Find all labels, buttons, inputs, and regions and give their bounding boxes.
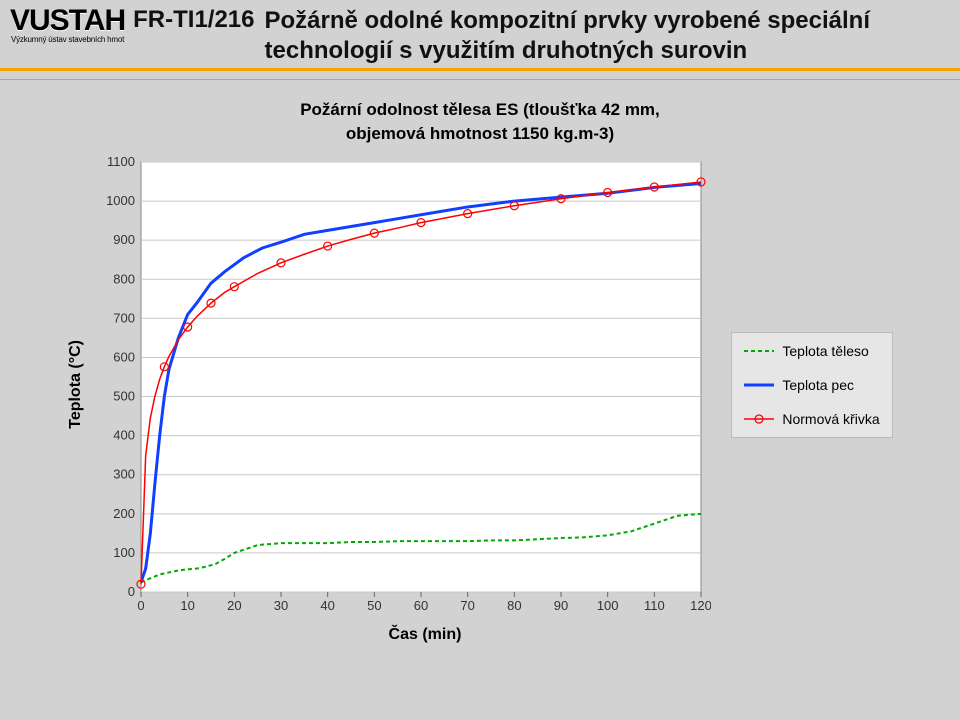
legend-swatch-teleso — [744, 345, 774, 357]
legend-label-teleso: Teplota těleso — [782, 343, 868, 359]
page-title: Požárně odolné kompozitní prvky vyrobené… — [265, 6, 870, 66]
svg-text:90: 90 — [554, 598, 568, 613]
svg-text:1100: 1100 — [107, 154, 135, 169]
legend-label-pec: Teplota pec — [782, 377, 854, 393]
chart-title: Požární odolnost tělesa ES (tloušťka 42 … — [20, 98, 940, 146]
x-axis-label: Čas (min) — [0, 626, 940, 644]
legend-item-pec: Teplota pec — [744, 377, 879, 393]
svg-text:0: 0 — [128, 584, 135, 599]
legend-item-teleso: Teplota těleso — [744, 343, 879, 359]
logo-subtitle: Výzkumný ústav stavebních hmot — [11, 36, 124, 44]
legend-label-normova: Normová křivka — [782, 411, 879, 427]
header: VUSTAH Výzkumný ústav stavebních hmot FR… — [0, 0, 960, 66]
svg-text:100: 100 — [114, 545, 136, 560]
svg-text:80: 80 — [507, 598, 521, 613]
svg-text:100: 100 — [597, 598, 619, 613]
svg-text:20: 20 — [227, 598, 241, 613]
title-row: FR-TI1/216 Požárně odolné kompozitní prv… — [133, 6, 950, 66]
svg-text:200: 200 — [114, 505, 136, 520]
chart-title-l2: objemová hmotnost 1150 kg.m-3) — [346, 124, 614, 143]
legend: Teplota těleso Teplota pec Normová křivka — [731, 332, 892, 438]
project-code: FR-TI1/216 — [133, 6, 254, 34]
plot-and-xaxis: 0 100 200 300 400 500 600 700 800 900 1000 1100 0 10 2… — [91, 152, 711, 618]
svg-text:60: 60 — [414, 598, 428, 613]
legend-item-normova: Normová křivka — [744, 411, 879, 427]
legend-swatch-normova — [744, 413, 774, 425]
svg-text:120: 120 — [691, 598, 712, 613]
chart-title-l1: Požární odolnost tělesa ES (tloušťka 42 … — [300, 100, 660, 119]
accent-rule — [0, 68, 960, 80]
svg-text:70: 70 — [461, 598, 475, 613]
logo-text: VUSTAH — [10, 6, 125, 36]
svg-text:300: 300 — [114, 466, 136, 481]
svg-text:0: 0 — [138, 598, 145, 613]
svg-text:110: 110 — [644, 598, 665, 613]
svg-text:400: 400 — [114, 427, 136, 442]
svg-text:900: 900 — [114, 232, 136, 247]
svg-text:30: 30 — [274, 598, 288, 613]
svg-text:50: 50 — [367, 598, 381, 613]
svg-text:500: 500 — [114, 388, 136, 403]
plot-wrap: Teplota (°C) 010020030040050060070080090… — [20, 152, 940, 618]
chart-svg: 0 100 200 300 400 500 600 700 800 900 1000 1100 0 10 2… — [91, 152, 711, 618]
logo: VUSTAH Výzkumný ústav stavebních hmot — [10, 6, 125, 44]
svg-text:800: 800 — [114, 271, 136, 286]
chart-area: Požární odolnost tělesa ES (tloušťka 42 … — [20, 98, 940, 644]
title-line-1: Požárně odolné kompozitní prvky vyrobené… — [265, 7, 870, 34]
svg-text:700: 700 — [114, 310, 136, 325]
svg-text:10: 10 — [181, 598, 195, 613]
title-line-2: technologií s využitím druhotných surovi… — [265, 37, 748, 64]
legend-swatch-pec — [744, 379, 774, 391]
svg-text:1000: 1000 — [106, 193, 135, 208]
y-axis-label: Teplota (°C) — [67, 340, 85, 429]
svg-text:600: 600 — [114, 349, 136, 364]
svg-text:40: 40 — [321, 598, 335, 613]
